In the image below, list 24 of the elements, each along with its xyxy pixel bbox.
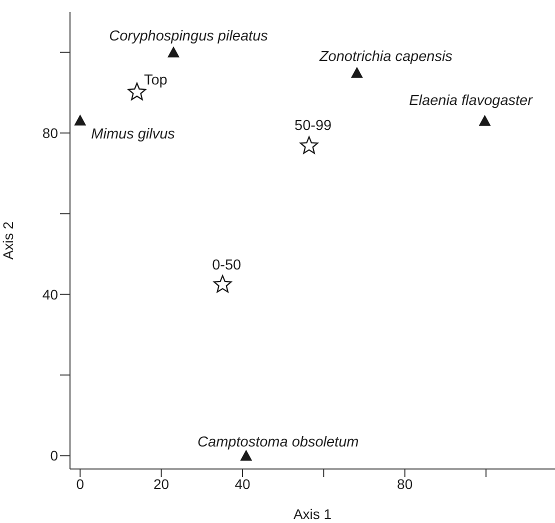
point [350,66,363,78]
point [240,450,252,461]
y-tick-label: 80 [42,124,58,141]
x-tick-label: 80 [397,476,413,492]
x-tick-label: 20 [154,476,170,492]
data-label: Mimus gilvus [91,126,175,142]
data-label: Top [144,72,168,88]
point [74,114,86,126]
y-axis-title: Axis 2 [0,221,16,260]
point [478,114,491,126]
data-label: 50-99 [294,118,332,134]
data-label: Camptostoma obsoletum [198,434,359,451]
point [300,136,318,154]
data-label: Coryphospingus pileatus [109,28,268,44]
x-tick-label: 0 [76,476,84,492]
point [167,46,180,58]
y-tick-label: 0 [50,448,58,464]
point [213,275,232,293]
data-label: Elaenia flavogaster [409,92,534,109]
x-tick-label: 40 [234,476,250,492]
data-label: 0-50 [212,258,242,274]
data-label: Zonotrichia capensis [318,48,452,65]
y-tick-label: 40 [42,286,58,302]
x-axis-title: Axis 1 [293,506,332,522]
